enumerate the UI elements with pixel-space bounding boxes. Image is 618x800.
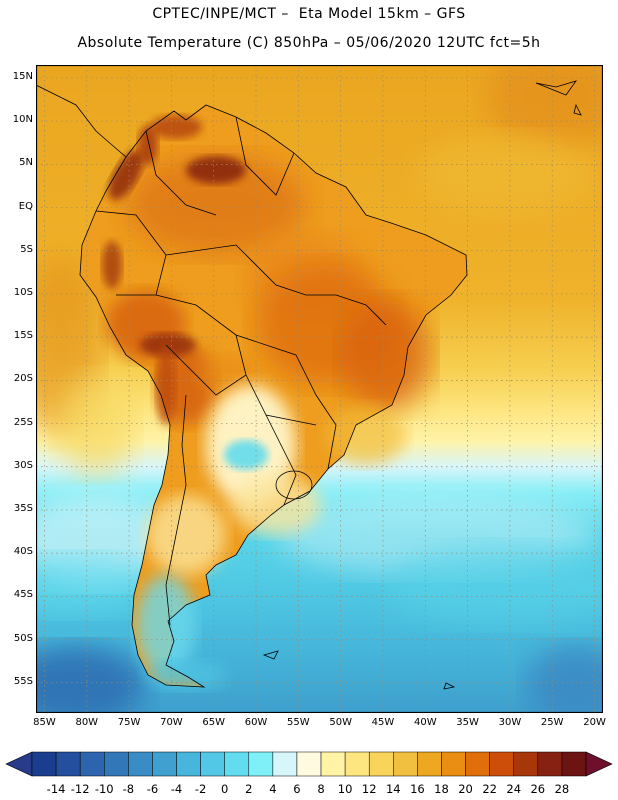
chart-title: CPTEC/INPE/MCT – Eta Model 15km – GFS [152,6,466,22]
lat-tick-label: 30S [13,459,33,471]
colorbar-swatch [537,751,563,777]
colorbar-swatch [393,751,418,777]
colorbar-tick-label: -12 [70,782,90,796]
colorbar-tick-label: 4 [269,782,277,796]
lon-tick-label: 35W [456,717,479,728]
lat-tick-label: 10N [12,114,33,126]
colorbar-tick-label: 28 [554,782,570,796]
map-frame [36,65,603,713]
lat-tick-label: 5S [20,243,33,255]
lon-tick-label: 70W [160,717,183,728]
colorbar-tick-label: 14 [385,782,401,796]
lat-tick-label: 15S [13,330,33,342]
lat-tick-label: 50S [13,632,33,644]
lat-tick-label: 35S [13,502,33,514]
colorbar-tick-label: 8 [317,782,325,796]
lat-tick-label: 55S [13,675,33,687]
colorbar-low-arrow [5,751,33,777]
colorbar-high-arrow [585,751,613,777]
colorbar-swatch [368,751,394,777]
colorbar-swatch [465,751,490,777]
lon-tick-label: 25W [540,717,564,728]
colorbar-swatch [152,751,177,777]
colorbar-swatch [513,751,539,777]
colorbar-swatch [200,751,225,777]
lat-tick-label: 45S [13,589,33,601]
colorbar-tick-label: -14 [46,782,66,796]
colorbar-tick-label: 2 [245,782,253,796]
lon-tick-label: 75W [117,717,141,728]
country-borders [36,84,468,688]
lon-tick-label: 55W [287,717,310,728]
colorbar-tick-label: 10 [337,782,353,796]
colorbar-swatch [441,751,466,777]
lat-tick-label: 15N [12,70,33,82]
colorbar-tick-label: -2 [194,782,207,796]
lon-tick-label: 40W [413,717,437,728]
colorbar-swatch [128,751,153,777]
lat-tick-label: 40S [13,546,33,558]
colorbar-swatch [344,751,370,777]
lat-tick-label: EQ [18,200,33,212]
colorbar-swatch [296,751,322,777]
colorbar-swatch [176,751,201,777]
colorbar-tick-label: 16 [410,782,425,796]
colorbar-tick-label: -4 [170,782,183,796]
colorbar-tick-label: 20 [458,782,473,796]
colorbar-tick-label: 24 [506,782,522,796]
lon-tick-label: 85W [33,717,56,728]
colorbar-tick-label: -6 [146,782,159,796]
islands [262,80,582,690]
lon-tick-label: 50W [329,717,352,728]
lon-tick-label: 45W [371,717,395,728]
chart-subtitle: Absolute Temperature (C) 850hPa – 05/06/… [77,35,541,51]
colorbar-swatch [104,751,129,777]
colorbar-tick-label: -8 [122,782,135,796]
lat-tick-label: 5N [19,157,33,169]
cold-southern-ocean [36,645,146,713]
temperature-map[interactable] [36,65,603,713]
colorbar-swatch [320,751,346,777]
colorbar-tick-label: 0 [221,782,229,796]
colorbar-tick-label: 12 [361,782,377,796]
colorbar-tick-label: -10 [94,782,114,796]
lat-lon-grid [36,65,603,713]
colorbar-swatch [31,751,57,777]
lon-tick-label: 80W [75,717,99,728]
colorbar-swatch [489,751,514,777]
colorbar-tick-label: 22 [482,782,497,796]
lon-tick-label: 30W [498,717,522,728]
colorbar-swatch [248,751,274,777]
lon-tick-label: 60W [244,717,268,728]
colorbar-swatch [272,751,298,777]
lat-tick-label: 10S [13,286,33,298]
colorbar-swatch [224,751,250,777]
colorbar-tick-label: 6 [293,782,301,796]
lon-tick-label: 20W [583,717,606,728]
lon-tick-label: 65W [202,717,226,728]
colorbar-tick-label: 18 [434,782,449,796]
colorbar-swatch [417,751,442,777]
colorbar-swatch [561,751,587,777]
andes-hot-spots [102,115,246,425]
colorbar-swatch [55,751,81,777]
warm-caribbean-patch [486,65,603,150]
lat-tick-label: 25S [13,416,33,428]
lat-tick-label: 20S [13,373,33,385]
colorbar-tick-label: 26 [530,782,546,796]
color-scale-legend [5,751,613,777]
colorbar-swatch [79,751,105,777]
